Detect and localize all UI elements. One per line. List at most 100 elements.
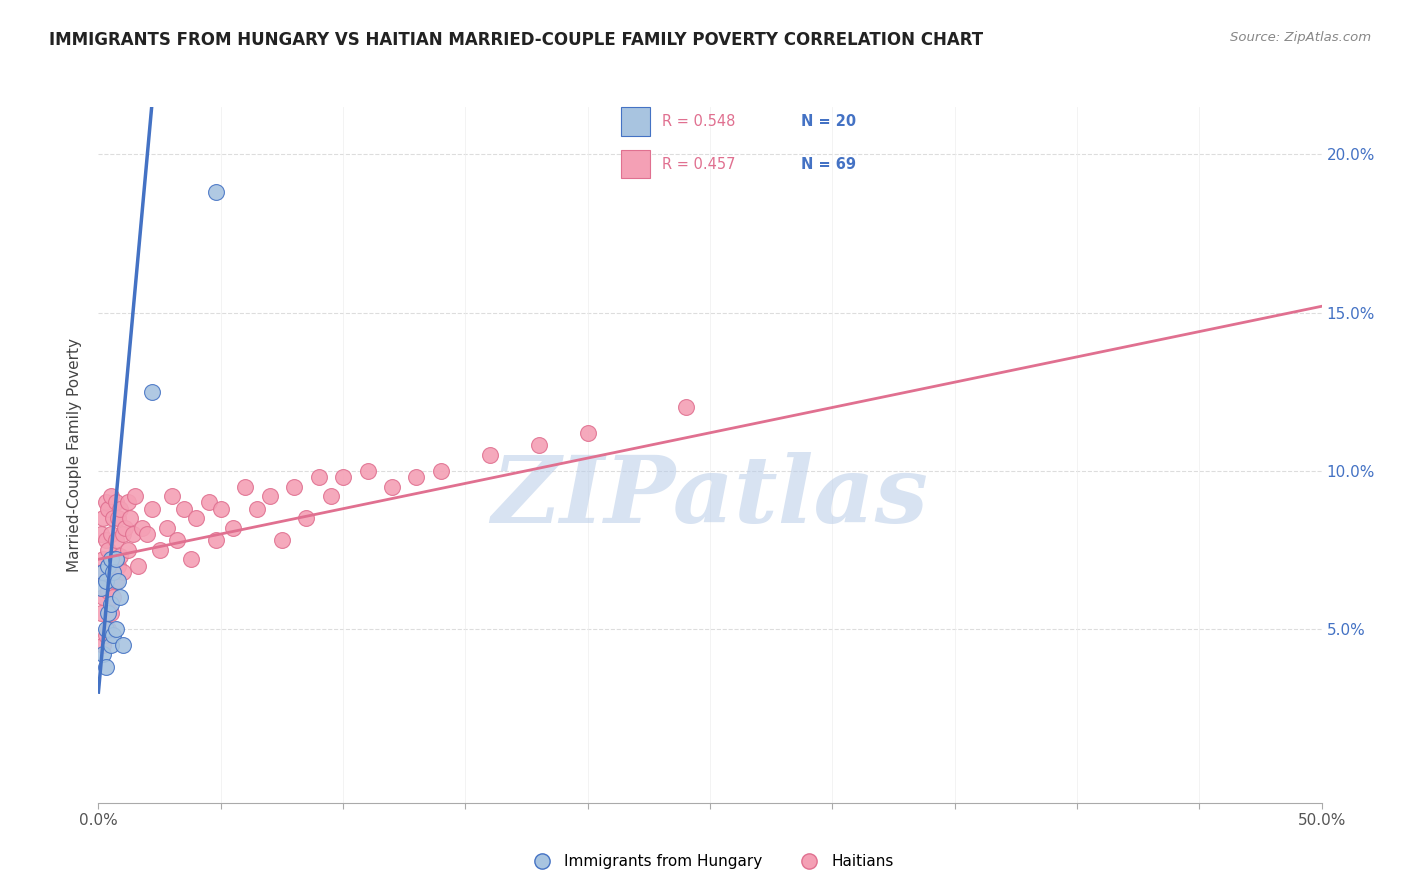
Point [100,552,122,566]
Point [107,574,129,589]
Point [90,581,112,595]
Point [110,501,132,516]
Point [149,542,172,557]
Point [94,574,117,589]
Point [259,489,281,503]
Point [478,448,501,462]
Point [205,186,228,200]
Point [91,511,114,525]
Point [97,542,120,557]
Point [127,558,149,573]
Point [156,521,179,535]
Point [94,622,117,636]
Point [101,591,124,605]
Point [107,558,129,573]
Point [308,470,330,484]
Text: ZIPatlas: ZIPatlas [492,451,928,541]
FancyBboxPatch shape [621,150,650,178]
Point [94,533,117,548]
Point [91,638,114,652]
Point [107,511,129,525]
Point [104,622,127,636]
Point [94,660,117,674]
Point [104,552,127,566]
Point [100,606,122,620]
Legend: Immigrants from Hungary, Haitians: Immigrants from Hungary, Haitians [520,848,900,875]
Point [100,638,122,652]
Point [90,606,112,620]
Point [205,533,228,548]
Point [111,565,134,579]
Text: IMMIGRANTS FROM HUNGARY VS HAITIAN MARRIED-COUPLE FAMILY POVERTY CORRELATION CHA: IMMIGRANTS FROM HUNGARY VS HAITIAN MARRI… [49,31,983,49]
Point [111,527,134,541]
Point [97,501,120,516]
Point [100,489,122,503]
Point [160,489,183,503]
Point [110,591,132,605]
Point [675,401,697,415]
Point [101,628,124,642]
Point [173,501,195,516]
Point [120,511,142,525]
Point [141,384,163,399]
Point [101,511,124,525]
Point [131,521,153,535]
Text: N = 69: N = 69 [801,157,856,171]
Point [94,574,117,589]
Point [97,622,120,636]
Point [527,438,550,452]
Point [141,501,163,516]
Text: R = 0.548: R = 0.548 [662,114,735,128]
Point [117,542,139,557]
Point [101,565,124,579]
Text: Source: ZipAtlas.com: Source: ZipAtlas.com [1230,31,1371,45]
Y-axis label: Married-Couple Family Poverty: Married-Couple Family Poverty [67,338,83,572]
Point [283,479,305,493]
Point [104,495,127,509]
Point [104,574,127,589]
Point [100,527,122,541]
Point [180,552,202,566]
Point [94,628,117,642]
Point [295,511,318,525]
Point [197,495,219,509]
Point [90,565,112,579]
Point [110,549,132,563]
Point [97,583,120,598]
Point [124,489,146,503]
Point [381,479,404,493]
Point [117,495,139,509]
Point [332,470,354,484]
Point [94,495,117,509]
Point [121,527,143,541]
Point [97,558,120,573]
Point [186,511,208,525]
Point [319,489,342,503]
Point [91,565,114,579]
Point [91,591,114,605]
Point [104,533,127,548]
Point [209,501,232,516]
Point [114,521,136,535]
Point [100,597,122,611]
Text: N = 20: N = 20 [801,114,856,128]
Point [246,501,269,516]
FancyBboxPatch shape [621,107,650,136]
Text: R = 0.457: R = 0.457 [662,157,735,171]
Point [166,533,188,548]
Point [222,521,245,535]
Point [90,527,112,541]
Point [356,464,378,478]
Point [405,470,427,484]
Point [576,425,599,440]
Point [101,552,124,566]
Point [270,533,294,548]
Point [91,647,114,661]
Point [430,464,453,478]
Point [136,527,159,541]
Point [233,479,256,493]
Point [97,606,120,620]
Point [100,565,122,579]
Point [111,638,134,652]
Point [91,552,114,566]
